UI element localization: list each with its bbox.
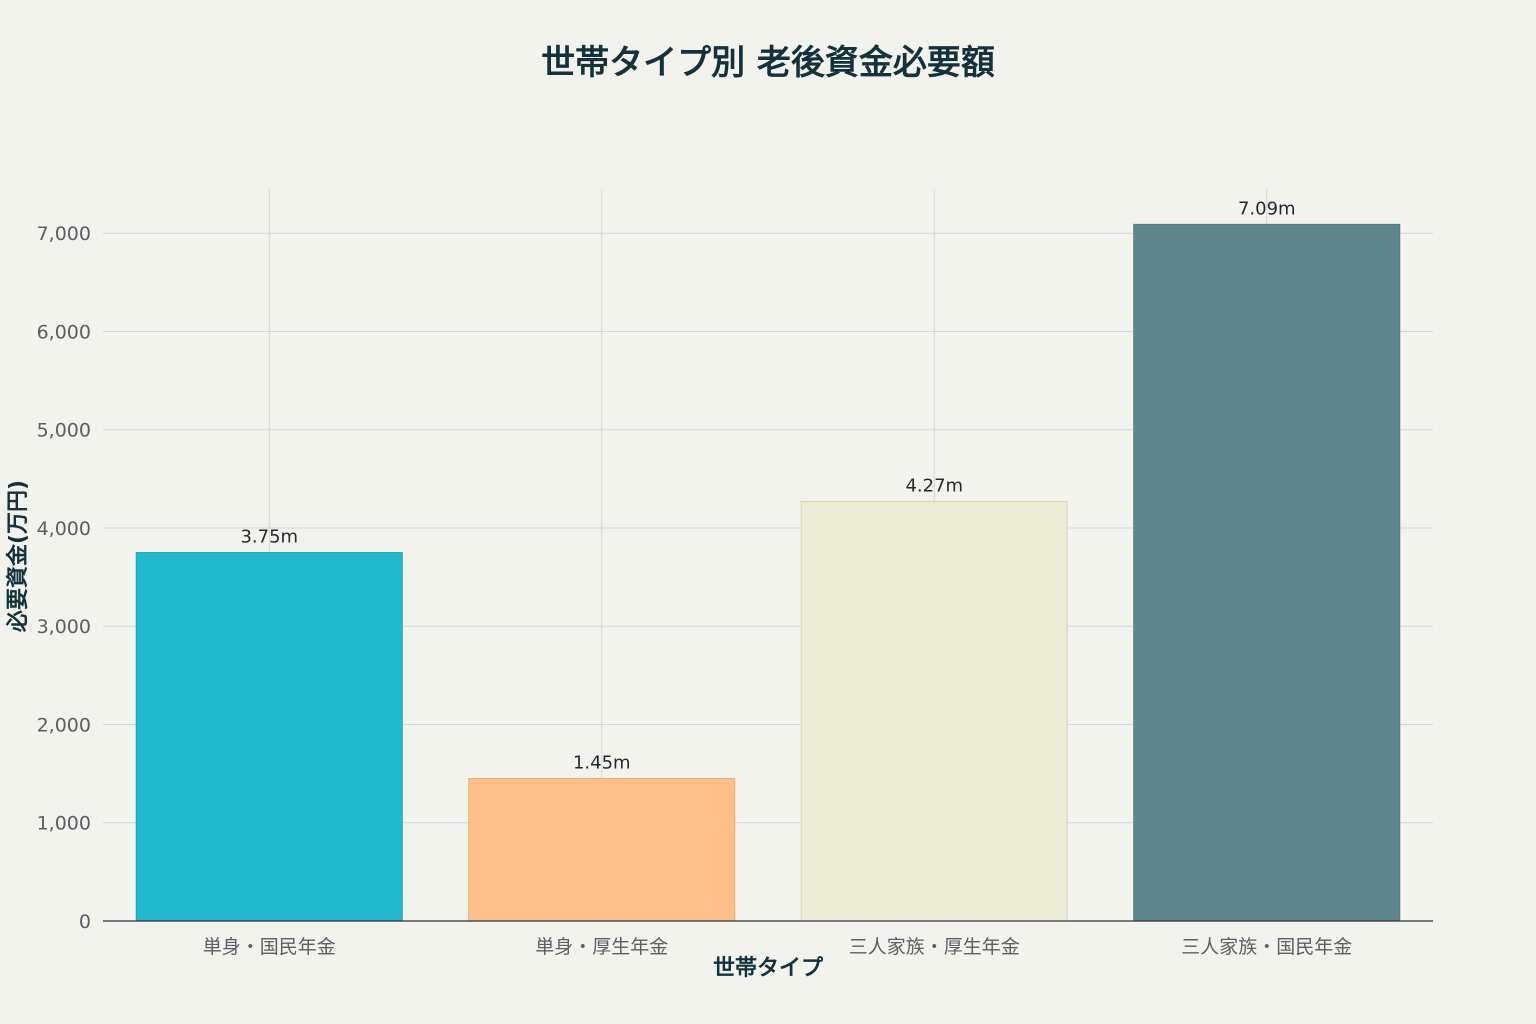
y-tick-label: 5,000	[37, 420, 91, 442]
bar	[135, 552, 403, 922]
bar	[800, 500, 1068, 922]
y-tick-label: 1,000	[37, 813, 91, 835]
y-tick-label: 6,000	[37, 321, 91, 343]
x-axis-title: 世帯タイプ	[713, 955, 824, 981]
chart-title: 世帯タイプ別 老後資金必要額	[541, 43, 995, 83]
y-tick-label: 7,000	[37, 223, 91, 245]
x-axis-ticks: 単身・国民年金 単身・厚生年金 三人家族・厚生年金 三人家族・国民年金	[203, 936, 1353, 958]
y-tick-label: 0	[79, 911, 91, 933]
bar-data-label: 3.75m	[240, 527, 298, 548]
y-tick-label: 3,000	[37, 616, 91, 638]
bar-data-label: 7.09m	[1238, 198, 1296, 219]
bars	[135, 223, 1401, 922]
bar	[1133, 223, 1401, 922]
x-category-label: 単身・国民年金	[203, 936, 336, 958]
bar	[468, 778, 736, 922]
data-labels: 3.75m 1.45m 4.27m 7.09m	[240, 198, 1295, 773]
y-tick-label: 2,000	[37, 714, 91, 736]
y-tick-label: 4,000	[37, 518, 91, 540]
x-category-label: 三人家族・国民年金	[1181, 936, 1352, 958]
x-category-label: 三人家族・厚生年金	[849, 936, 1020, 958]
y-axis-title: 必要資金(万円)	[5, 480, 31, 632]
y-axis-ticks: 0 1,000 2,000 3,000 4,000 5,000 6,000 7,000	[37, 223, 91, 933]
bar-data-label: 4.27m	[905, 475, 963, 496]
bar-data-label: 1.45m	[573, 753, 631, 774]
x-category-label: 単身・厚生年金	[535, 936, 668, 958]
